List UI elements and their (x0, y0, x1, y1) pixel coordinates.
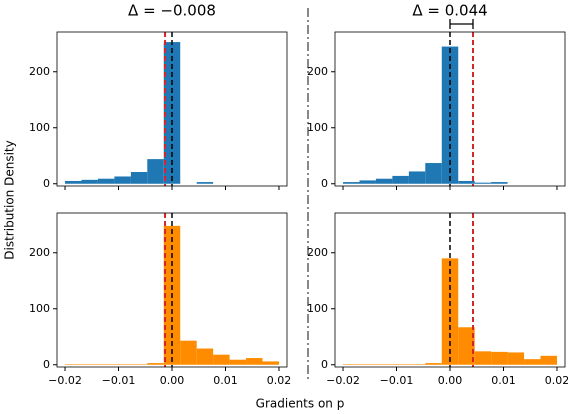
bar (262, 361, 279, 365)
bar (147, 159, 164, 184)
bar (130, 172, 148, 184)
bar (425, 363, 442, 365)
y-tick-label: 0 (43, 177, 50, 190)
bar (65, 180, 82, 184)
bar (474, 182, 492, 184)
bar (81, 179, 98, 184)
bar (491, 182, 508, 184)
bar (408, 171, 426, 184)
bar (507, 352, 525, 365)
bar (180, 340, 197, 365)
bar (147, 363, 164, 365)
bar (343, 364, 360, 365)
y-tick-label: 0 (321, 358, 328, 371)
bar (114, 364, 131, 365)
bar (246, 358, 263, 365)
bar (229, 359, 247, 365)
bar (196, 348, 214, 365)
x-tick-label: 0.00 (160, 374, 185, 387)
bar (359, 180, 376, 184)
bar (524, 359, 541, 365)
bar (65, 364, 82, 365)
bar (375, 364, 393, 365)
bar (540, 355, 557, 365)
bar (81, 364, 98, 365)
y-tick-label: 100 (29, 302, 50, 315)
bar (97, 364, 115, 365)
bar (425, 163, 442, 184)
x-tick-label: −0.02 (48, 374, 82, 387)
y-tick-label: 100 (307, 121, 328, 134)
y-tick-label: 0 (321, 177, 328, 190)
x-tick-label: −0.02 (326, 374, 360, 387)
bar (97, 178, 115, 184)
bar (130, 364, 148, 365)
x-tick-label: 0.02 (545, 374, 568, 387)
y-tick-label: 100 (29, 121, 50, 134)
y-tick-label: 100 (307, 302, 328, 315)
x-tick-label: 0.01 (213, 374, 238, 387)
y-tick-label: 0 (43, 358, 50, 371)
bar (458, 327, 475, 365)
bar (491, 351, 508, 365)
subplot-title: Δ = 0.044 (412, 2, 487, 20)
y-tick-label: 200 (29, 65, 50, 78)
x-tick-label: −0.01 (102, 374, 136, 387)
bar (392, 364, 409, 365)
x-axis-label: Gradients on p (256, 397, 345, 411)
y-tick-label: 200 (307, 65, 328, 78)
bar (392, 175, 409, 184)
bar (196, 182, 214, 184)
bar (114, 176, 131, 184)
bar (458, 180, 475, 184)
x-tick-label: 0.00 (438, 374, 463, 387)
y-tick-label: 200 (29, 246, 50, 259)
bar (408, 364, 426, 365)
bar (343, 182, 360, 184)
subplot-title: Δ = −0.008 (128, 2, 216, 20)
bar (213, 354, 230, 365)
bar (474, 351, 492, 365)
y-tick-label: 200 (307, 246, 328, 259)
x-tick-label: −0.01 (380, 374, 414, 387)
x-tick-label: 0.01 (491, 374, 516, 387)
y-axis-label: Distribution Density (3, 140, 17, 259)
x-tick-label: 0.02 (267, 374, 292, 387)
bar (375, 178, 393, 184)
bar (359, 364, 376, 365)
